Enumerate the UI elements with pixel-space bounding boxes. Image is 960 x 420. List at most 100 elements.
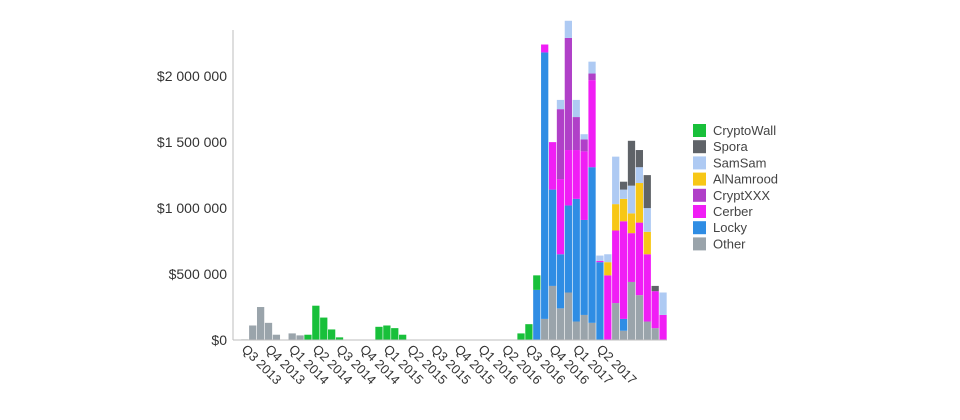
bars-layer: [241, 20, 667, 340]
legend-label-cryptowall: CryptoWall: [713, 123, 776, 138]
bar-segment-cerber: [643, 254, 651, 322]
y-tick-label: $1 500 000: [157, 134, 227, 150]
bar-segment-locky: [564, 205, 572, 293]
bar-segment-other: [612, 303, 620, 340]
bar-segment-cerber: [627, 233, 636, 282]
bar-segment-cryptowall: [533, 275, 541, 290]
bar-segment-alnamrood: [643, 231, 651, 255]
bar-segment-samsam: [635, 167, 644, 184]
legend-label-cryptxxx: CryptXXX: [713, 188, 770, 203]
bar-segment-samsam: [580, 134, 588, 140]
bar-segment-cryptxxx: [564, 37, 572, 151]
bar-segment-other: [651, 328, 659, 340]
bar-segment-cerber: [541, 44, 549, 53]
bar-segment-cryptowall: [375, 326, 383, 340]
legend-swatch-samsam: [693, 156, 706, 170]
legend-swatch-cryptxxx: [693, 188, 706, 202]
bar-segment-other: [296, 335, 304, 340]
bar-segment-other: [288, 333, 296, 340]
bar-segment-other: [588, 322, 596, 340]
legend-swatch-locky: [693, 221, 706, 235]
bar-segment-cryptxxx: [588, 73, 596, 81]
bar-segment-cerber: [596, 260, 604, 263]
bar-segment-locky: [533, 289, 541, 340]
bar-segment-other: [619, 330, 628, 340]
bar-segment-cryptxxx: [572, 117, 580, 151]
bar-segment-cryptowall: [517, 333, 525, 340]
bar-segment-samsam: [588, 61, 596, 74]
y-tick-label: $0: [211, 332, 227, 348]
bar-segment-other: [556, 308, 565, 340]
bar-segment-alnamrood: [635, 183, 644, 223]
bar-segment-other: [264, 322, 273, 340]
bar-segment-other: [572, 321, 580, 340]
bar-segment-cerber: [548, 142, 557, 190]
bar-segment-samsam: [564, 20, 572, 38]
bar-segment-other: [249, 325, 257, 340]
bar-segment-alnamrood: [619, 198, 628, 222]
bar-segment-cryptowall: [391, 328, 399, 340]
bar-segment-cryptowall: [399, 334, 407, 340]
legend-label-cerber: Cerber: [713, 204, 753, 219]
bar-segment-cerber: [556, 179, 565, 255]
y-tick-label: $500 000: [169, 266, 228, 282]
y-tick-label: $2 000 000: [157, 68, 227, 84]
bar-segment-cerber: [612, 230, 620, 304]
bar-segment-other: [627, 281, 636, 340]
legend-swatch-cerber: [693, 205, 706, 218]
bar-segment-samsam: [619, 189, 628, 199]
bar-segment-other: [564, 292, 572, 340]
bar-segment-cryptowall: [312, 305, 320, 340]
bar-segment-locky: [541, 52, 549, 319]
bar-segment-cryptxxx: [580, 139, 588, 152]
legend-label-other: Other: [713, 236, 746, 251]
bar-segment-cryptowall: [304, 334, 312, 340]
y-axis-ticks: $0 $500 000 $1 000 000 $1 500 000 $2 000 000: [157, 68, 227, 348]
bar-segment-samsam: [612, 156, 620, 205]
bar-segment-spora: [619, 181, 628, 190]
bar-segment-cryptowall: [335, 337, 344, 340]
bar-segment-cryptowall: [320, 317, 328, 340]
bar-segment-alnamrood: [604, 262, 612, 276]
bar-segment-spora: [651, 285, 659, 292]
legend-swatch-cryptowall: [693, 124, 706, 137]
bar-segment-samsam: [572, 99, 580, 118]
bar-segment-other: [643, 321, 651, 340]
bar-segment-samsam: [659, 292, 667, 315]
bar-segment-spora: [643, 175, 651, 209]
bar-segment-other: [272, 334, 281, 340]
bar-segment-alnamrood: [612, 204, 620, 231]
bar-segment-locky: [580, 219, 588, 315]
legend-swatch-other: [693, 237, 706, 251]
bar-segment-samsam: [556, 99, 565, 110]
bar-segment-cerber: [572, 150, 580, 199]
legend-label-alnamrood: AlNamrood: [713, 172, 778, 187]
bar-segment-locky: [588, 167, 596, 323]
bar-segment-cryptowall: [525, 324, 533, 340]
bar-segment-samsam: [604, 254, 612, 263]
bar-segment-samsam: [596, 255, 604, 261]
bar-segment-samsam: [627, 185, 636, 214]
bar-segment-locky: [572, 198, 580, 322]
legend-label-spora: Spora: [713, 139, 748, 154]
bar-segment-locky: [619, 318, 628, 331]
bar-segment-other: [256, 307, 265, 340]
bar-segment-cerber: [635, 222, 644, 296]
bar-segment-other: [541, 318, 549, 340]
bar-segment-other: [635, 295, 644, 340]
bar-segment-locky: [596, 262, 604, 340]
bar-segment-cerber: [588, 80, 596, 168]
bar-segment-locky: [556, 254, 565, 309]
bar-segment-spora: [635, 150, 644, 168]
legend-label-locky: Locky: [713, 220, 747, 235]
bar-segment-locky: [548, 189, 557, 286]
bar-segment-cerber: [619, 221, 628, 319]
bar-segment-samsam: [643, 208, 651, 232]
bar-segment-cerber: [564, 150, 572, 206]
bar-segment-cerber: [604, 275, 612, 340]
bar-segment-cerber: [659, 314, 667, 340]
bar-segment-cryptowall: [383, 325, 391, 340]
